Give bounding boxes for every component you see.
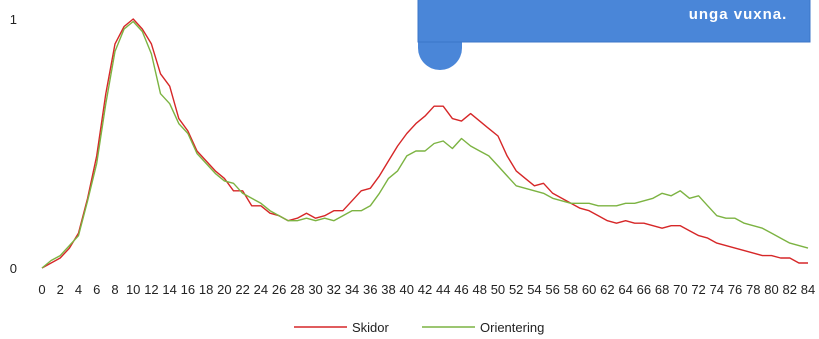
- x-tick-label: 70: [673, 282, 687, 297]
- x-tick-label: 66: [637, 282, 651, 297]
- series-layer: [41, 18, 809, 269]
- series-line-orientering: [41, 20, 809, 269]
- x-tick-label: 64: [618, 282, 632, 297]
- x-tick-label: 56: [545, 282, 559, 297]
- x-tick-label: 58: [564, 282, 578, 297]
- x-tick-label: 84: [801, 282, 815, 297]
- x-tick-label: 18: [199, 282, 213, 297]
- x-tick-label: 74: [710, 282, 724, 297]
- x-tick-label: 78: [746, 282, 760, 297]
- x-tick-label: 68: [655, 282, 669, 297]
- x-tick-label: 38: [381, 282, 395, 297]
- x-tick-label: 54: [527, 282, 541, 297]
- x-tick-label: 42: [418, 282, 432, 297]
- y-tick-label: 0: [10, 261, 17, 276]
- x-tick-label: 24: [254, 282, 268, 297]
- callout-banner: [417, 0, 811, 43]
- x-tick-label: 20: [217, 282, 231, 297]
- x-tick-label: 10: [126, 282, 140, 297]
- x-tick-label: 26: [272, 282, 286, 297]
- x-tick-label: 6: [93, 282, 100, 297]
- x-tick-label: 32: [327, 282, 341, 297]
- x-axis: 0 2 4 6 8 10 12 14 16 18 20 22 24 26 28 30 32 34 36 38 40 42 4…: [38, 282, 815, 297]
- x-tick-label: 12: [144, 282, 158, 297]
- x-tick-label: 36: [363, 282, 377, 297]
- y-tick-label: 1: [10, 12, 17, 27]
- x-tick-label: 16: [181, 282, 195, 297]
- x-tick-label: 44: [436, 282, 450, 297]
- x-tick-label: 52: [509, 282, 523, 297]
- x-tick-label: 72: [691, 282, 705, 297]
- x-tick-label: 30: [308, 282, 322, 297]
- x-tick-label: 40: [400, 282, 414, 297]
- legend-label: Orientering: [480, 320, 544, 335]
- x-tick-label: 22: [235, 282, 249, 297]
- x-tick-label: 0: [38, 282, 45, 297]
- x-tick-label: 76: [728, 282, 742, 297]
- x-tick-label: 46: [454, 282, 468, 297]
- x-tick-label: 82: [783, 282, 797, 297]
- x-tick-label: 8: [111, 282, 118, 297]
- x-tick-label: 28: [290, 282, 304, 297]
- x-tick-label: 48: [472, 282, 486, 297]
- x-tick-label: 2: [57, 282, 64, 297]
- x-tick-label: 62: [600, 282, 614, 297]
- x-tick-label: 60: [582, 282, 596, 297]
- legend: Skidor Orientering: [294, 320, 544, 335]
- series-line-skidor: [41, 18, 808, 269]
- legend-label: Skidor: [352, 320, 390, 335]
- y-axis: 01: [10, 12, 17, 276]
- x-tick-label: 34: [345, 282, 359, 297]
- x-tick-label: 14: [162, 282, 176, 297]
- x-tick-label: 4: [75, 282, 82, 297]
- x-tick-label: 50: [491, 282, 505, 297]
- x-tick-label: 80: [764, 282, 778, 297]
- callout-text: unga vuxna.: [689, 6, 788, 23]
- callout-box: unga vuxna.: [417, 0, 811, 70]
